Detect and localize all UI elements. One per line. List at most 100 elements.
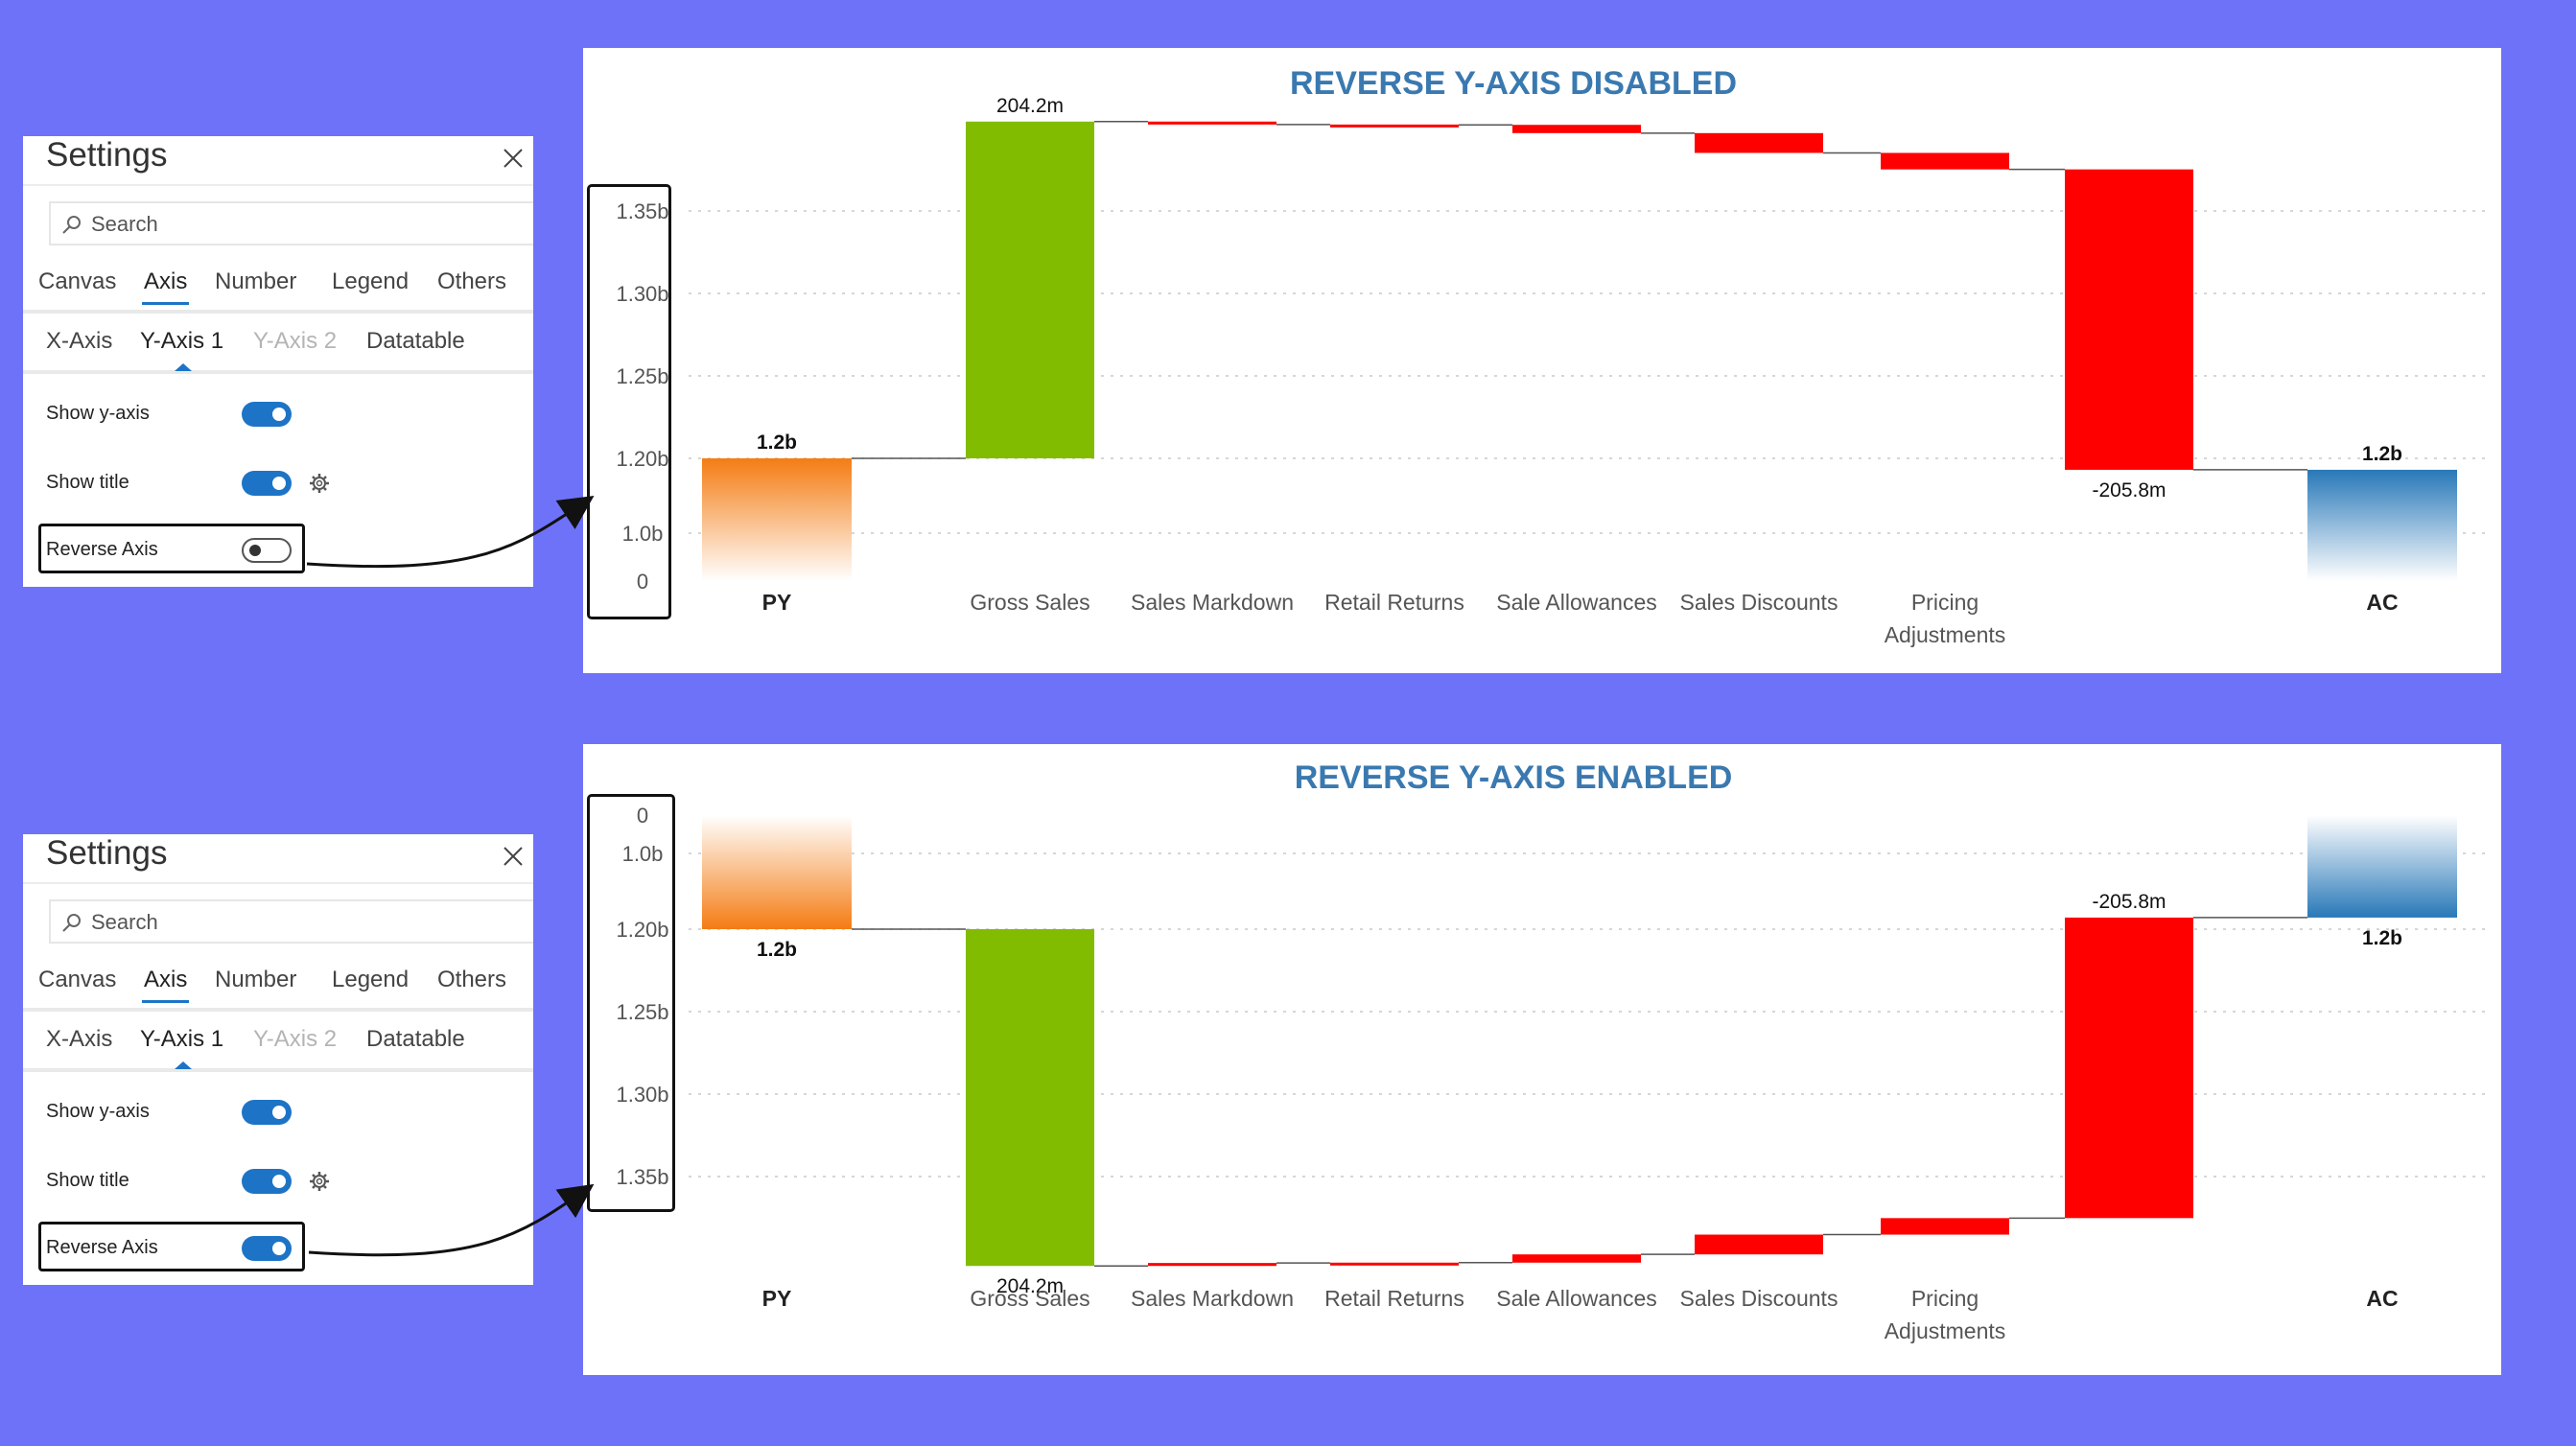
subtabs-divider <box>23 1068 533 1072</box>
tab-others[interactable]: Others <box>437 967 507 992</box>
bar-py <box>702 815 852 929</box>
search-input[interactable] <box>89 209 515 240</box>
show-title-toggle[interactable] <box>242 1169 292 1194</box>
y-tick-label: 1.0b <box>622 522 664 546</box>
y-tick-label: 0 <box>637 804 648 828</box>
tab-number[interactable]: Number <box>215 967 297 992</box>
category-label: PY <box>762 590 792 615</box>
bar-sales-markdown <box>1148 121 1276 125</box>
active-subtab-caret <box>175 363 192 371</box>
category-label: Pricing Adjustments <box>1885 590 2006 647</box>
reverse-axis-highlight <box>38 1222 305 1271</box>
show-y-axis-toggle[interactable] <box>242 1100 292 1125</box>
bar-ac <box>2307 815 2457 918</box>
y-tick-label: 1.35b <box>616 1165 668 1189</box>
category-label: AC <box>2366 590 2398 615</box>
chart-title: REVERSE Y-AXIS ENABLED <box>1295 759 1733 796</box>
category-label: Retail Returns <box>1324 590 1464 615</box>
y-tick-label: 1.35b <box>616 199 668 223</box>
data-label: 204.2m <box>996 1275 1064 1297</box>
close-icon[interactable] <box>501 146 526 171</box>
tab-axis[interactable]: Axis <box>141 268 190 305</box>
show-title-label: Show title <box>46 472 129 493</box>
bar-pricing-adjustments <box>1881 152 2009 170</box>
header-divider <box>23 184 533 186</box>
bar-retail-returns <box>1330 1262 1459 1266</box>
show-y-axis-toggle[interactable] <box>242 402 292 427</box>
search-icon <box>62 914 81 932</box>
bar-retail-returns <box>1330 124 1459 128</box>
data-label: 1.2b <box>2362 443 2402 465</box>
subtab-y-axis-2: Y-Axis 2 <box>253 328 338 354</box>
reverse-axis-toggle[interactable] <box>242 538 292 563</box>
y-tick-label: 1.30b <box>616 282 668 306</box>
category-label: Gross Sales <box>970 590 1089 615</box>
chart-reverse-enabled: REVERSE Y-AXIS ENABLED 0 1.0b 1.20b 1.25b 1.3… <box>583 744 2501 1375</box>
bar-sale-allowances <box>1512 1254 1641 1263</box>
tab-legend[interactable]: Legend <box>332 967 410 992</box>
close-icon[interactable] <box>501 844 526 869</box>
panel-title: Settings <box>46 834 168 872</box>
chart-reverse-disabled: REVERSE Y-AXIS DISABLED 0 1.0b 1.20b 1.25b 1.… <box>583 48 2501 673</box>
subtab-y-axis-2: Y-Axis 2 <box>253 1026 338 1052</box>
y-tick-label: 0 <box>637 570 648 594</box>
y-tick-label: 1.25b <box>616 364 668 388</box>
show-title-label: Show title <box>46 1170 129 1191</box>
category-label: Sales Markdown <box>1131 1286 1294 1311</box>
panel-title: Settings <box>46 136 168 174</box>
search-icon <box>62 216 81 234</box>
active-subtab-caret <box>175 1061 192 1069</box>
tab-number[interactable]: Number <box>215 268 297 294</box>
tab-others[interactable]: Others <box>437 268 507 294</box>
show-y-axis-label: Show y-axis <box>46 1101 150 1122</box>
data-label: -205.8m <box>2092 479 2166 501</box>
tabs-divider <box>23 1008 533 1012</box>
category-label: Sale Allowances <box>1496 590 1657 615</box>
show-y-axis-label: Show y-axis <box>46 403 150 424</box>
data-label: 1.2b <box>2362 927 2402 949</box>
sub-tabs: X-Axis Y-Axis 1 Y-Axis 2 Datatable <box>23 1026 533 1064</box>
category-label: Gross Sales <box>970 1286 1089 1311</box>
waterfall-chart-svg: REVERSE Y-AXIS DISABLED 0 1.0b 1.20b 1.25b 1.… <box>616 65 2492 647</box>
subtabs-divider <box>23 370 533 374</box>
tab-legend[interactable]: Legend <box>332 268 410 294</box>
subtab-datatable[interactable]: Datatable <box>366 1026 465 1052</box>
bar-sale-allowances <box>1512 125 1641 133</box>
search-box[interactable] <box>49 899 533 944</box>
show-title-toggle[interactable] <box>242 471 292 496</box>
tab-axis[interactable]: Axis <box>141 967 190 1003</box>
bar-sales-discounts <box>1695 1234 1823 1255</box>
bar-unlabeled <box>2065 169 2193 470</box>
subtab-datatable[interactable]: Datatable <box>366 328 465 354</box>
bar-unlabeled <box>2065 917 2193 1219</box>
y-tick-label: 1.0b <box>622 842 664 866</box>
y-tick-label: 1.20b <box>616 447 668 471</box>
y-axis-highlight-top <box>587 184 671 619</box>
subtab-y-axis-1[interactable]: Y-Axis 1 <box>140 1026 224 1052</box>
tab-canvas[interactable]: Canvas <box>38 967 117 992</box>
gear-icon[interactable] <box>309 1171 330 1197</box>
reverse-axis-highlight <box>38 524 305 573</box>
subtab-x-axis[interactable]: X-Axis <box>46 1026 113 1052</box>
settings-panel-top: Settings Canvas Axis Number Legend Others X-Ax… <box>23 136 533 587</box>
bar-sales-markdown <box>1148 1263 1276 1267</box>
subtab-x-axis[interactable]: X-Axis <box>46 328 113 354</box>
bar-sales-discounts <box>1695 132 1823 153</box>
y-tick-label: 1.25b <box>616 1000 668 1024</box>
category-label: PY <box>762 1286 792 1311</box>
reverse-axis-label: Reverse Axis <box>46 539 158 560</box>
gear-icon[interactable] <box>309 473 330 499</box>
tab-canvas[interactable]: Canvas <box>38 268 117 294</box>
subtab-y-axis-1[interactable]: Y-Axis 1 <box>140 328 224 354</box>
search-box[interactable] <box>49 201 533 245</box>
category-label: Pricing Adjustments <box>1885 1286 2006 1343</box>
sub-tabs: X-Axis Y-Axis 1 Y-Axis 2 Datatable <box>23 328 533 366</box>
category-label: Sales Discounts <box>1680 590 1838 615</box>
category-label: Retail Returns <box>1324 1286 1464 1311</box>
reverse-axis-toggle[interactable] <box>242 1236 292 1261</box>
search-input[interactable] <box>89 907 515 938</box>
chart-title: REVERSE Y-AXIS DISABLED <box>1290 65 1737 102</box>
data-label: 204.2m <box>996 95 1064 117</box>
bar-gross-sales <box>966 929 1094 1267</box>
